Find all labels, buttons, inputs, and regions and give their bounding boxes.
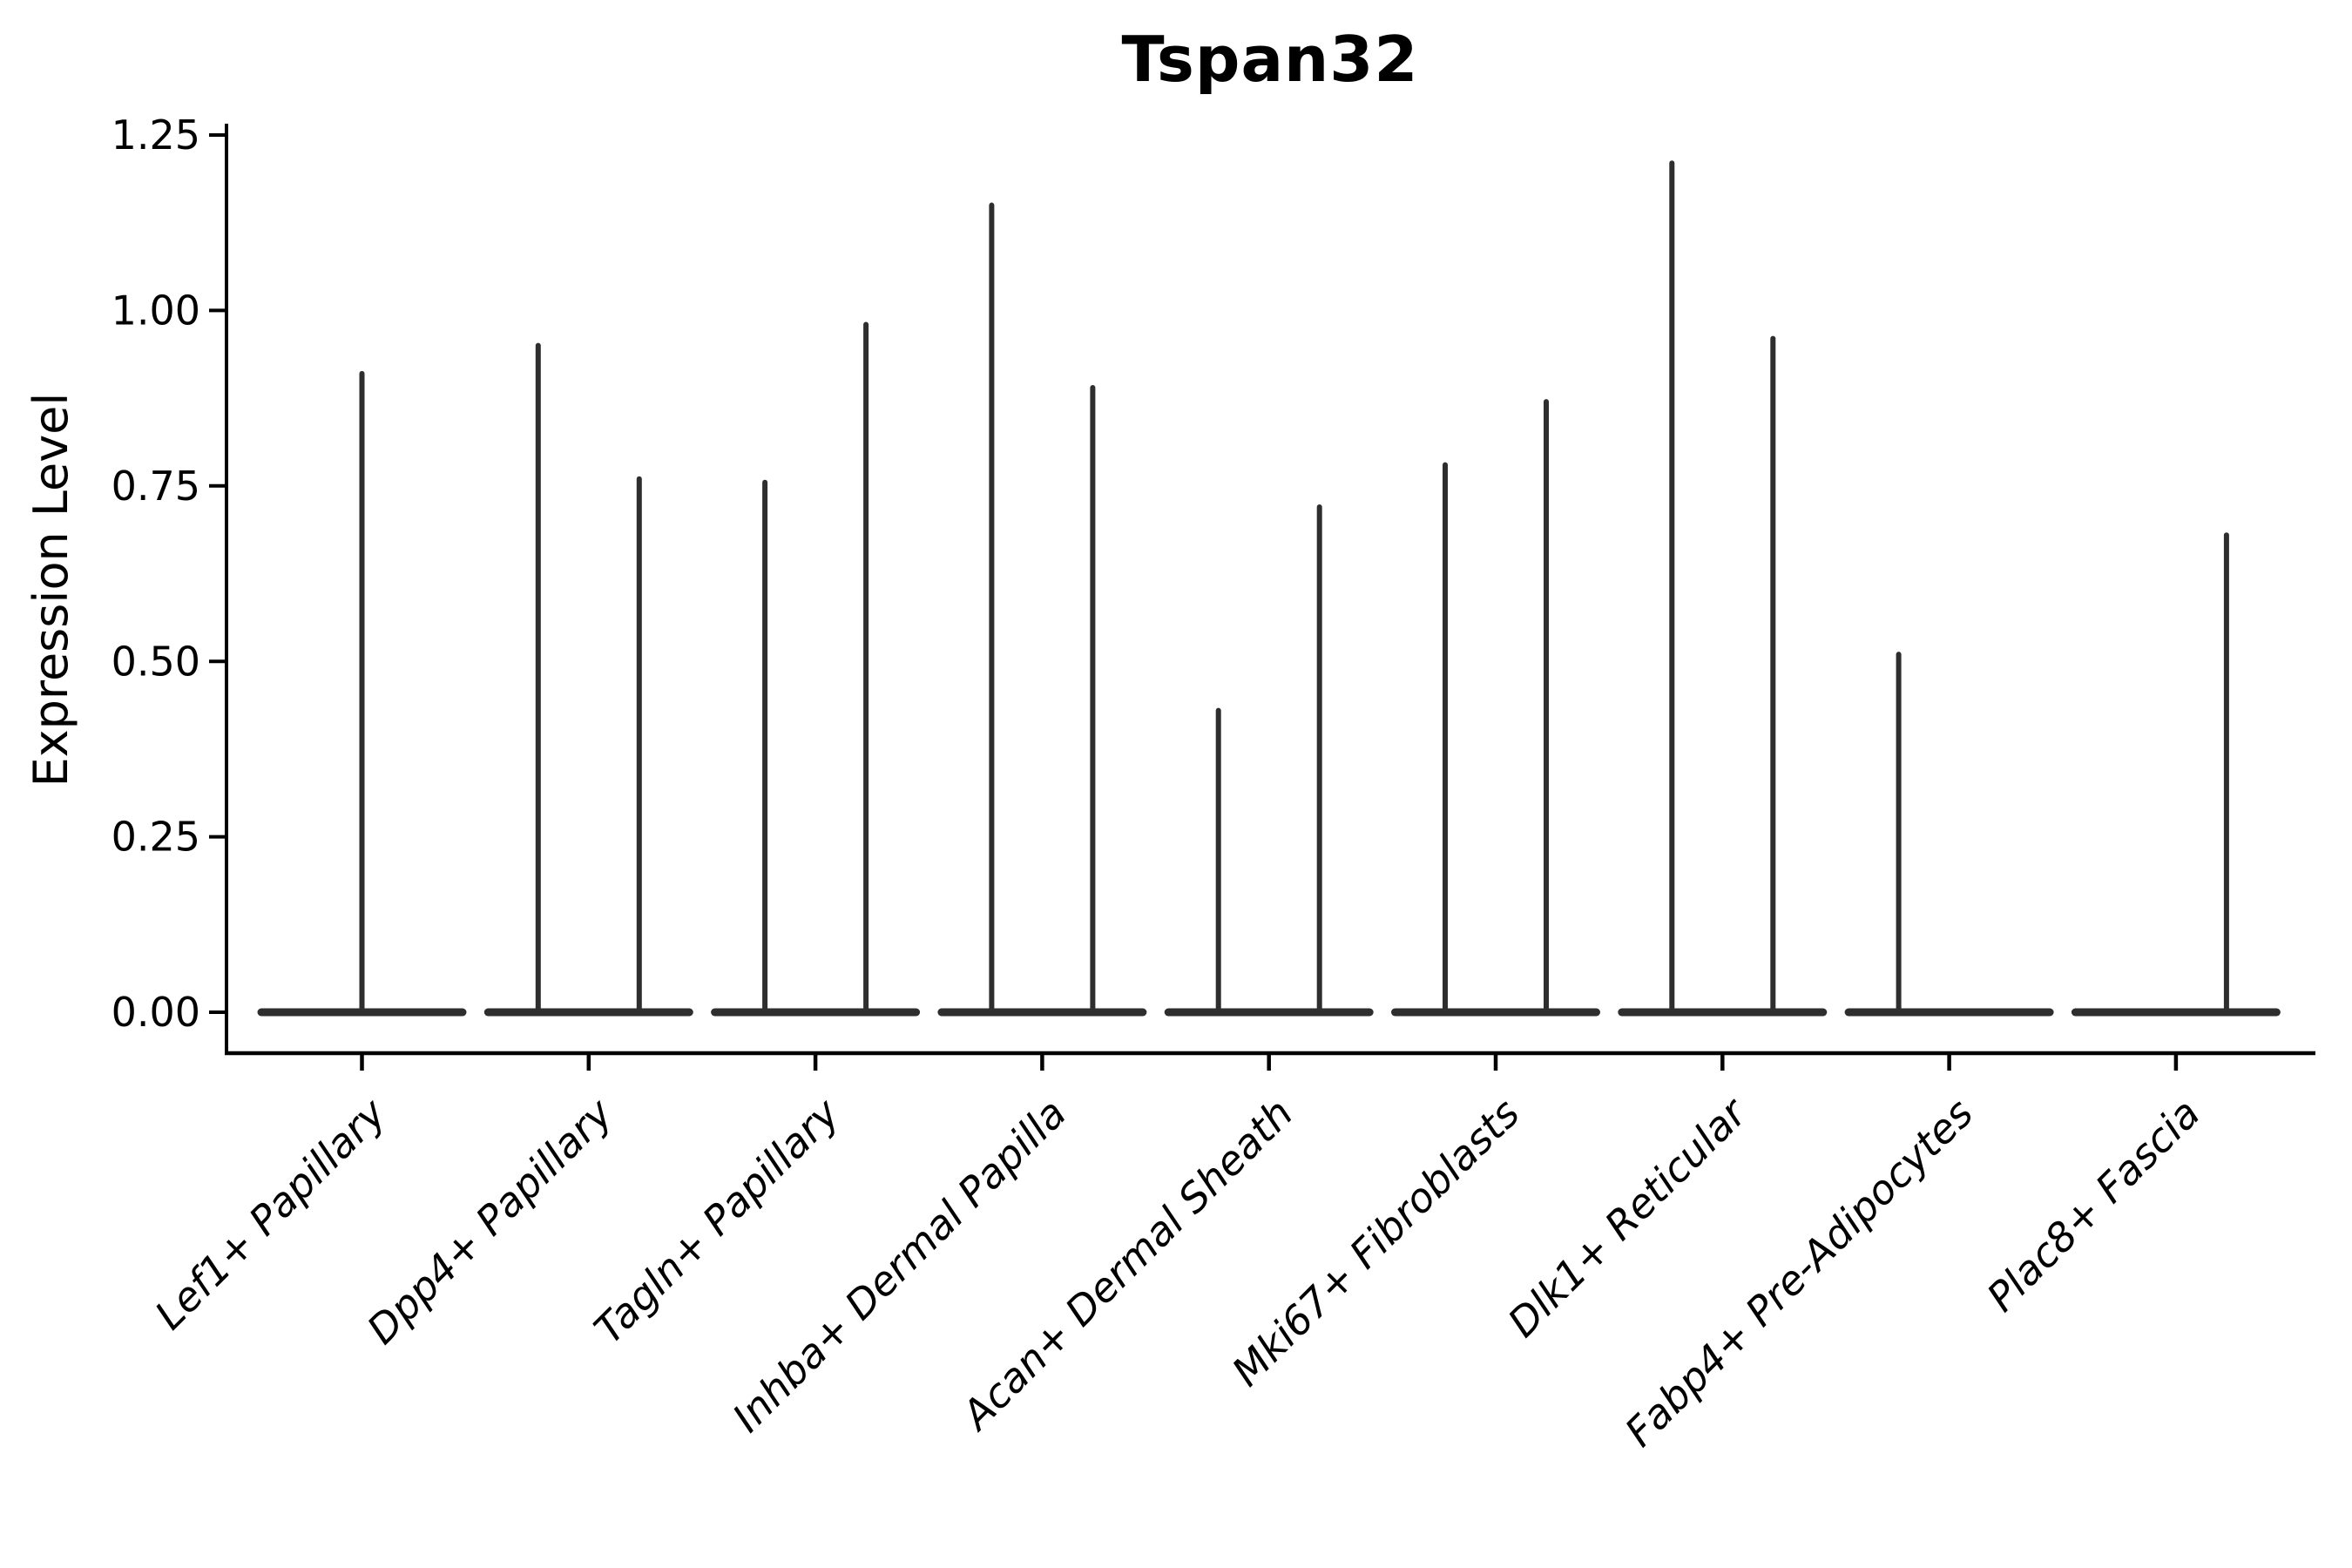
y-tick-label: 0.25 [112,814,200,861]
y-tick-label: 1.25 [112,112,200,159]
y-tick-label: 1.00 [112,287,200,335]
violin-base [1391,1008,1600,1017]
violin-base [1844,1008,2054,1017]
x-tick-label: Plac8+ Fascia [1977,1090,2208,1321]
violin-base [1618,1008,1828,1017]
y-axis-title: Expression Level [24,392,78,787]
violin-base [711,1008,921,1017]
x-tick-label: Dpp4+ Papillary [358,1089,622,1353]
y-tick-label: 0.00 [112,989,200,1036]
violin-base [1164,1008,1374,1017]
y-tick-label: 0.50 [112,638,200,685]
x-tick-label: Tagln+ Papillary [585,1089,849,1353]
chart-title: Tspan32 [1121,23,1419,96]
violin-base [937,1008,1147,1017]
y-tick-label: 0.75 [112,463,200,510]
x-tick-label: Dlk1+ Reticular [1498,1087,1757,1346]
violin-base [483,1008,693,1017]
x-tick-label: Lef1+ Papillary [145,1089,395,1338]
violin-base [2071,1008,2281,1017]
